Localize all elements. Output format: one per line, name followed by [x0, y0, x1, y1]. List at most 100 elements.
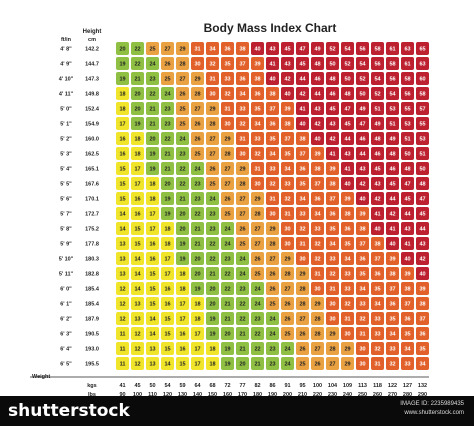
bmi-value-label: 55: [404, 107, 410, 113]
bmi-cell: [176, 42, 189, 55]
bmi-value-label: 40: [419, 272, 425, 278]
bmi-value-label: 19: [179, 242, 185, 248]
bmi-value-label: 31: [284, 212, 290, 218]
bmi-cell: [341, 177, 354, 190]
bmi-value-label: 24: [239, 272, 246, 278]
bmi-cell: [161, 117, 174, 130]
bmi-value-label: 40: [299, 122, 305, 128]
bmi-value-label: 36: [314, 197, 320, 203]
bmi-value-label: 15: [164, 347, 170, 353]
bmi-cell: [146, 222, 159, 235]
bmi-cell: [416, 267, 429, 280]
bmi-value-label: 30: [329, 317, 335, 323]
bmi-value-label: 27: [254, 227, 260, 233]
bmi-cell: [356, 282, 369, 295]
bmi-value-label: 18: [209, 362, 215, 368]
bmi-cell: [296, 357, 309, 370]
bmi-cell: [326, 117, 339, 130]
bmi-value-label: 23: [194, 182, 200, 188]
bmi-cell: [341, 327, 354, 340]
bmi-value-label: 36: [269, 122, 275, 128]
bmi-cell: [131, 162, 144, 175]
bmi-value-label: 16: [179, 332, 185, 338]
bmi-value-label: 40: [314, 137, 320, 143]
bmi-cell: [371, 72, 384, 85]
bmi-value-label: 14: [149, 332, 156, 338]
bmi-cell: [341, 42, 354, 55]
bmi-cell: [161, 207, 174, 220]
bmi-cell: [371, 282, 384, 295]
bmi-value-label: 22: [179, 167, 185, 173]
bmi-cell: [341, 147, 354, 160]
weight-kg-tick: 91: [284, 383, 290, 389]
bmi-value-label: 40: [269, 77, 275, 83]
bmi-cell: [236, 72, 249, 85]
bmi-cell: [311, 102, 324, 115]
bmi-cell: [341, 192, 354, 205]
weight-kg-tick: 59: [179, 383, 185, 389]
bmi-cell: [341, 72, 354, 85]
bmi-value-label: 39: [314, 152, 320, 158]
bmi-cell: [116, 312, 129, 325]
bmi-value-label: 32: [329, 272, 335, 278]
bmi-value-label: 20: [164, 182, 170, 188]
bmi-value-label: 18: [149, 182, 155, 188]
bmi-value-label: 27: [209, 152, 215, 158]
bmi-value-label: 22: [254, 347, 260, 353]
bmi-value-label: 17: [164, 257, 170, 263]
bmi-cell: [221, 87, 234, 100]
bmi-value-label: 31: [359, 332, 365, 338]
bmi-cell: [206, 357, 219, 370]
bmi-value-label: 58: [404, 77, 410, 83]
bmi-cell: [281, 72, 294, 85]
bmi-value-label: 41: [269, 62, 275, 68]
bmi-cell: [326, 297, 339, 310]
height-cm-label: 180.3: [85, 257, 99, 263]
bmi-cell: [116, 42, 129, 55]
height-cm-label: 149.8: [85, 92, 99, 98]
bmi-value-label: 27: [254, 242, 260, 248]
bmi-value-label: 30: [239, 152, 245, 158]
bmi-value-label: 29: [299, 272, 305, 278]
bmi-value-label: 21: [209, 272, 215, 278]
height-ftin-label: 5' 1": [60, 122, 72, 128]
bmi-value-label: 26: [194, 122, 200, 128]
bmi-cell: [221, 192, 234, 205]
bmi-value-label: 35: [254, 107, 260, 113]
weight-axis-label: Weight: [32, 374, 50, 380]
bmi-cell: [176, 87, 189, 100]
bmi-value-label: 34: [374, 302, 381, 308]
weight-lbs-tick: 260: [373, 392, 382, 398]
height-cm-label: 154.9: [85, 122, 99, 128]
bmi-value-label: 37: [404, 302, 410, 308]
weight-kg-tick: 109: [343, 383, 352, 389]
bmi-cell: [341, 312, 354, 325]
bmi-value-label: 17: [149, 212, 155, 218]
weight-kg-tick: 127: [403, 383, 412, 389]
bmi-cell: [341, 237, 354, 250]
weight-lbs-tick: 190: [268, 392, 277, 398]
bmi-value-label: 35: [374, 287, 380, 293]
bmi-value-label: 13: [149, 362, 155, 368]
bmi-value-label: 15: [149, 272, 155, 278]
bmi-cell: [131, 252, 144, 265]
bmi-cell: [176, 57, 189, 70]
bmi-value-label: 25: [164, 77, 170, 83]
height-cm-label: 167.6: [85, 182, 99, 188]
bmi-cell: [116, 177, 129, 190]
bmi-cell: [161, 42, 174, 55]
bmi-cell: [296, 87, 309, 100]
bmi-cell: [296, 117, 309, 130]
bmi-value-label: 35: [419, 347, 425, 353]
bmi-value-label: 44: [389, 197, 396, 203]
bmi-value-label: 36: [299, 167, 305, 173]
bmi-cell: [236, 132, 249, 145]
bmi-value-label: 29: [194, 77, 200, 83]
bmi-value-label: 21: [179, 197, 185, 203]
bmi-cell: [191, 222, 204, 235]
bmi-value-label: 15: [134, 227, 140, 233]
bmi-value-label: 30: [314, 287, 320, 293]
bmi-cell: [221, 267, 234, 280]
bmi-value-label: 31: [209, 77, 215, 83]
bmi-cell: [176, 102, 189, 115]
